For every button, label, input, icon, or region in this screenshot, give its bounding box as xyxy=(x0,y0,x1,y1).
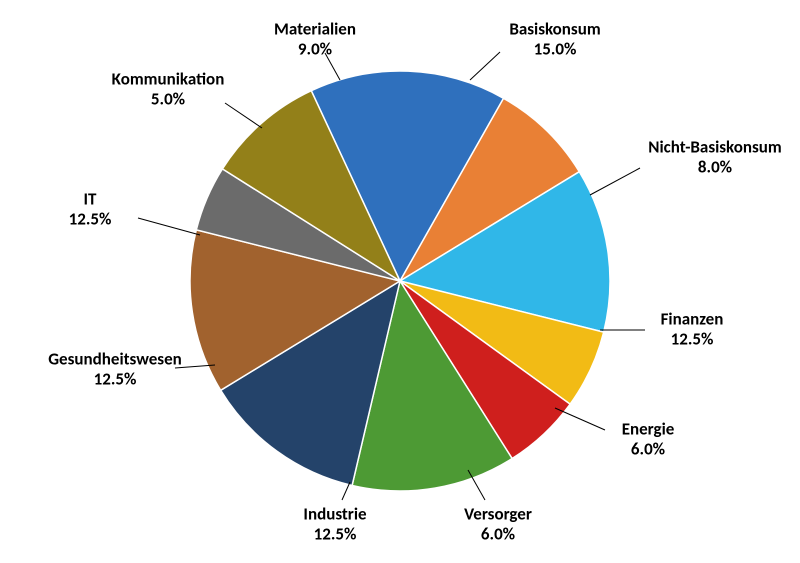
pie-label-name: Basiskonsum xyxy=(509,20,600,40)
pie-label-pct: 12.5% xyxy=(69,210,112,230)
pie-chart-container: Basiskonsum15.0% Nicht-Basiskonsum8.0% Fin… xyxy=(0,0,800,563)
pie-label-pct: 12.5% xyxy=(661,330,724,350)
leader-line xyxy=(138,218,200,235)
leader-line xyxy=(470,52,500,80)
pie-label: Materialien9.0% xyxy=(274,20,356,61)
pie-label: Versorger6.0% xyxy=(464,505,532,546)
pie-label-pct: 6.0% xyxy=(622,440,675,460)
pie-label: Finanzen12.5% xyxy=(661,310,724,351)
pie-label-pct: 5.0% xyxy=(112,90,225,110)
pie-label-pct: 6.0% xyxy=(464,525,532,545)
leader-line xyxy=(225,103,262,128)
pie-label: Basiskonsum15.0% xyxy=(509,20,600,61)
pie-label-pct: 8.0% xyxy=(648,158,781,178)
pie-label-pct: 12.5% xyxy=(303,525,366,545)
pie-label-name: Nicht-Basiskonsum xyxy=(648,138,781,158)
pie-label: IT12.5% xyxy=(69,190,112,231)
pie-label-pct: 9.0% xyxy=(274,40,356,60)
pie-label-name: Kommunikation xyxy=(112,70,225,90)
pie-label-pct: 15.0% xyxy=(509,40,600,60)
pie-label-name: IT xyxy=(69,190,112,210)
pie-label-name: Energie xyxy=(622,420,675,440)
pie-label-name: Finanzen xyxy=(661,310,724,330)
pie-label: Kommunikation5.0% xyxy=(112,70,225,111)
pie-label-name: Materialien xyxy=(274,20,356,40)
leader-line xyxy=(555,408,605,430)
pie-label-name: Versorger xyxy=(464,505,532,525)
pie-label-pct: 12.5% xyxy=(48,370,182,390)
pie-label-name: Industrie xyxy=(303,505,366,525)
pie-label: Nicht-Basiskonsum8.0% xyxy=(648,138,781,179)
pie-label: Energie6.0% xyxy=(622,420,675,461)
pie-label: Industrie12.5% xyxy=(303,505,366,546)
pie-label: Gesundheitswesen12.5% xyxy=(48,350,182,391)
pie-label-name: Gesundheitswesen xyxy=(48,350,182,370)
leader-line xyxy=(590,168,640,195)
